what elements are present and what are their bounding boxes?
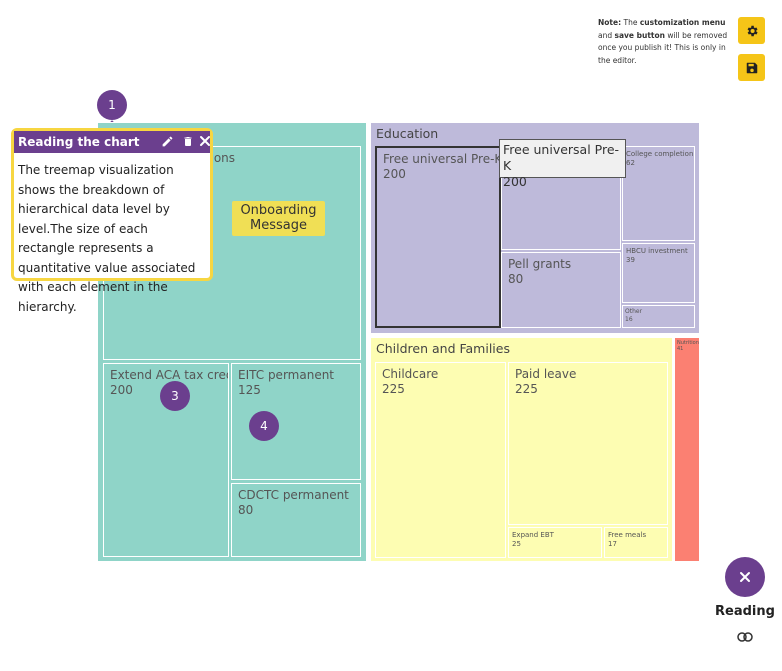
treemap-cell-hbcu[interactable]: HBCU investment 39 <box>622 243 695 303</box>
trash-icon[interactable] <box>182 135 194 148</box>
chart-tooltip: Free universal Pre-K 200 <box>499 139 626 189</box>
cell-label: Childcare 225 <box>382 367 439 396</box>
cell-label: Expand EBT 25 <box>512 531 554 548</box>
treemap-cell-paid-leave[interactable]: Paid leave 225 <box>508 362 668 525</box>
treemap-cell-free-meals[interactable]: Free meals 17 <box>604 527 668 558</box>
step-badge-4[interactable]: 4 <box>249 411 279 441</box>
editor-note: Note: The customization menu and save bu… <box>598 18 728 65</box>
cell-label: EITC permanent 125 <box>238 368 335 397</box>
popup-body: The treemap visualization shows the brea… <box>18 163 196 314</box>
popup-header: Reading the chart <box>14 131 210 153</box>
treemap-cell-prek[interactable]: Free universal Pre-K 200 <box>375 146 501 328</box>
treemap-cell-other[interactable]: Other 16 <box>622 305 695 328</box>
group-label: Children and Families <box>376 341 510 356</box>
step-badge-3[interactable]: 3 <box>160 381 190 411</box>
toggle-icon[interactable] <box>737 632 753 642</box>
gear-icon <box>747 25 758 36</box>
cell-label: CDCTC permanent 80 <box>238 488 349 517</box>
cell-label: Pell grants 80 <box>508 257 572 286</box>
cell-label: Extend ACA tax credit 200 <box>110 368 229 397</box>
reading-label: Reading <box>715 604 775 619</box>
cell-label: Paid leave 225 <box>515 367 577 396</box>
cell-label: College completion 62 <box>626 150 694 167</box>
cell-label: Free universal Pre-K 200 <box>383 152 501 181</box>
treemap-cell-pell[interactable]: Pell grants 80 <box>501 252 621 328</box>
cell-label: Nutrition 41 <box>677 340 699 352</box>
tooltip-name: Free universal Pre-K <box>503 142 620 173</box>
settings-button[interactable] <box>738 17 765 44</box>
group-label: Education <box>376 126 439 141</box>
step-badge-1[interactable]: 1 <box>97 90 127 120</box>
onboarding-message[interactable]: Onboarding Message <box>232 201 325 236</box>
close-icon <box>740 572 750 582</box>
pencil-icon[interactable] <box>161 135 174 148</box>
save-button[interactable] <box>738 54 765 81</box>
treemap-cell-childcare[interactable]: Childcare 225 <box>375 362 506 558</box>
treemap-group-nutrition[interactable]: Nutrition 41 <box>674 337 700 562</box>
close-reading-button[interactable] <box>725 557 765 597</box>
treemap-cell-cdctc[interactable]: CDCTC permanent 80 <box>231 483 361 557</box>
popup-title: Reading the chart <box>18 135 140 149</box>
treemap-cell-college[interactable]: College completion 62 <box>622 146 695 241</box>
floppy-disk-icon <box>746 62 757 73</box>
cell-label: Free meals 17 <box>608 531 647 548</box>
reading-popup: Reading the chart The treemap visualizat… <box>11 128 213 314</box>
close-icon[interactable] <box>199 135 211 147</box>
cell-label: Other 16 <box>625 308 643 323</box>
cell-label: HBCU investment 39 <box>626 247 688 264</box>
tooltip-value: 200 <box>503 174 527 189</box>
treemap-cell-expand-ebt[interactable]: Expand EBT 25 <box>508 527 602 558</box>
